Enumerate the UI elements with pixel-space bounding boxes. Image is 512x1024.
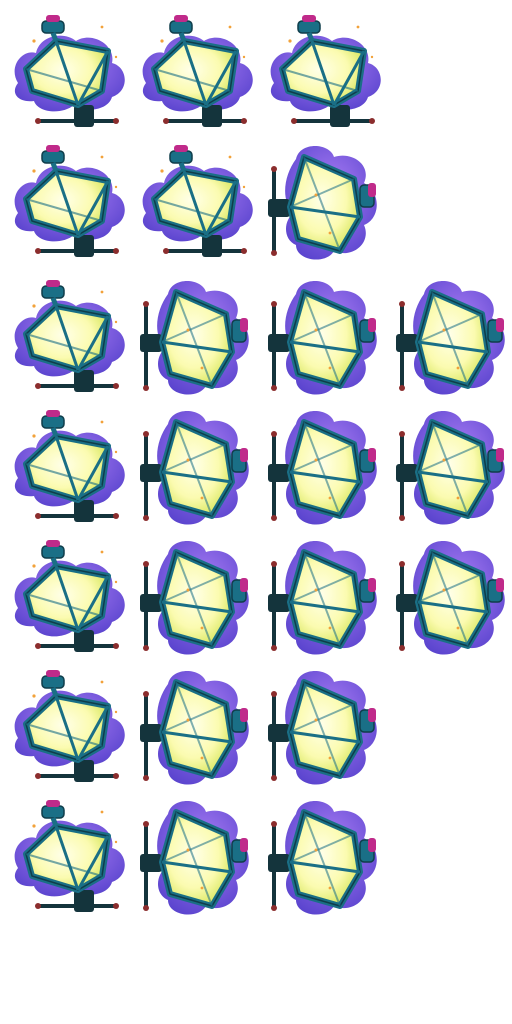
lamp-icon — [268, 801, 377, 915]
lamp-icon — [14, 670, 125, 782]
lamp-side-right — [140, 541, 249, 655]
lamp-icon — [268, 146, 377, 260]
sprite-frame-r7-c2 — [132, 790, 260, 918]
lamp-side-right — [268, 801, 377, 915]
lamp-icon — [268, 411, 377, 525]
sprite-frame-r7-c1 — [4, 790, 132, 918]
lamp-icon — [142, 145, 253, 257]
sprite-frame-r1-c1 — [4, 5, 132, 133]
lamp-side-right — [268, 541, 377, 655]
sprite-frame-r5-c3 — [260, 530, 388, 658]
sprite-frame-r1-c2 — [132, 5, 260, 133]
sprite-frame-r6-c2 — [132, 660, 260, 788]
lamp-icon — [14, 410, 125, 522]
lamp-icon — [270, 15, 381, 127]
sprite-frame-r4-c1 — [4, 400, 132, 528]
lamp-side-right — [140, 411, 249, 525]
lamp-icon — [268, 281, 377, 395]
lamp-side-right — [396, 411, 505, 525]
sprite-frame-r5-c2 — [132, 530, 260, 658]
lamp-icon — [396, 411, 505, 525]
lamp-tilt-left — [14, 15, 125, 127]
lamp-icon — [268, 671, 377, 785]
lamp-tilt-left — [270, 15, 381, 127]
lamp-side-right — [268, 146, 377, 260]
sprite-frame-r5-c1 — [4, 530, 132, 658]
lamp-icon — [396, 281, 505, 395]
lamp-icon — [14, 145, 125, 257]
lamp-tilt-left — [14, 410, 125, 522]
lamp-side-right — [140, 671, 249, 785]
lamp-icon — [396, 541, 505, 655]
lamp-tilt-left — [14, 800, 125, 912]
lamp-icon — [14, 540, 125, 652]
lamp-tilt-left — [142, 15, 253, 127]
lamp-icon — [140, 281, 249, 395]
lamp-side-right — [140, 281, 249, 395]
lamp-side-right — [268, 281, 377, 395]
lamp-icon — [140, 411, 249, 525]
lamp-tilt-left — [14, 670, 125, 782]
lamp-icon — [14, 800, 125, 912]
lamp-icon — [268, 541, 377, 655]
sprite-frame-r3-c4 — [388, 270, 512, 398]
sprite-frame-r2-c2 — [132, 135, 260, 263]
lamp-icon — [140, 541, 249, 655]
lamp-icon — [140, 801, 249, 915]
lamp-tilt-left — [142, 145, 253, 257]
lamp-tilt-left — [14, 145, 125, 257]
lamp-icon — [14, 280, 125, 392]
sprite-frame-r3-c3 — [260, 270, 388, 398]
lamp-side-right — [140, 801, 249, 915]
lamp-icon — [140, 671, 249, 785]
sprite-frame-r4-c3 — [260, 400, 388, 528]
lamp-icon — [142, 15, 253, 127]
sprite-frame-r1-c3 — [260, 5, 388, 133]
sprite-frame-r3-c1 — [4, 270, 132, 398]
sprite-frame-r2-c1 — [4, 135, 132, 263]
sprite-frame-r6-c1 — [4, 660, 132, 788]
sprite-frame-r3-c2 — [132, 270, 260, 398]
lamp-side-right — [268, 671, 377, 785]
lamp-tilt-left — [14, 280, 125, 392]
lamp-side-right — [396, 281, 505, 395]
sprite-frame-r4-c4 — [388, 400, 512, 528]
sprite-frame-r2-c3 — [260, 135, 388, 263]
sprite-frame-r5-c4 — [388, 530, 512, 658]
lamp-icon — [14, 15, 125, 127]
sprite-frame-r4-c2 — [132, 400, 260, 528]
sprite-frame-r6-c3 — [260, 660, 388, 788]
sprite-frame-r7-c3 — [260, 790, 388, 918]
lamp-side-right — [396, 541, 505, 655]
lamp-side-right — [268, 411, 377, 525]
lamp-tilt-left — [14, 540, 125, 652]
